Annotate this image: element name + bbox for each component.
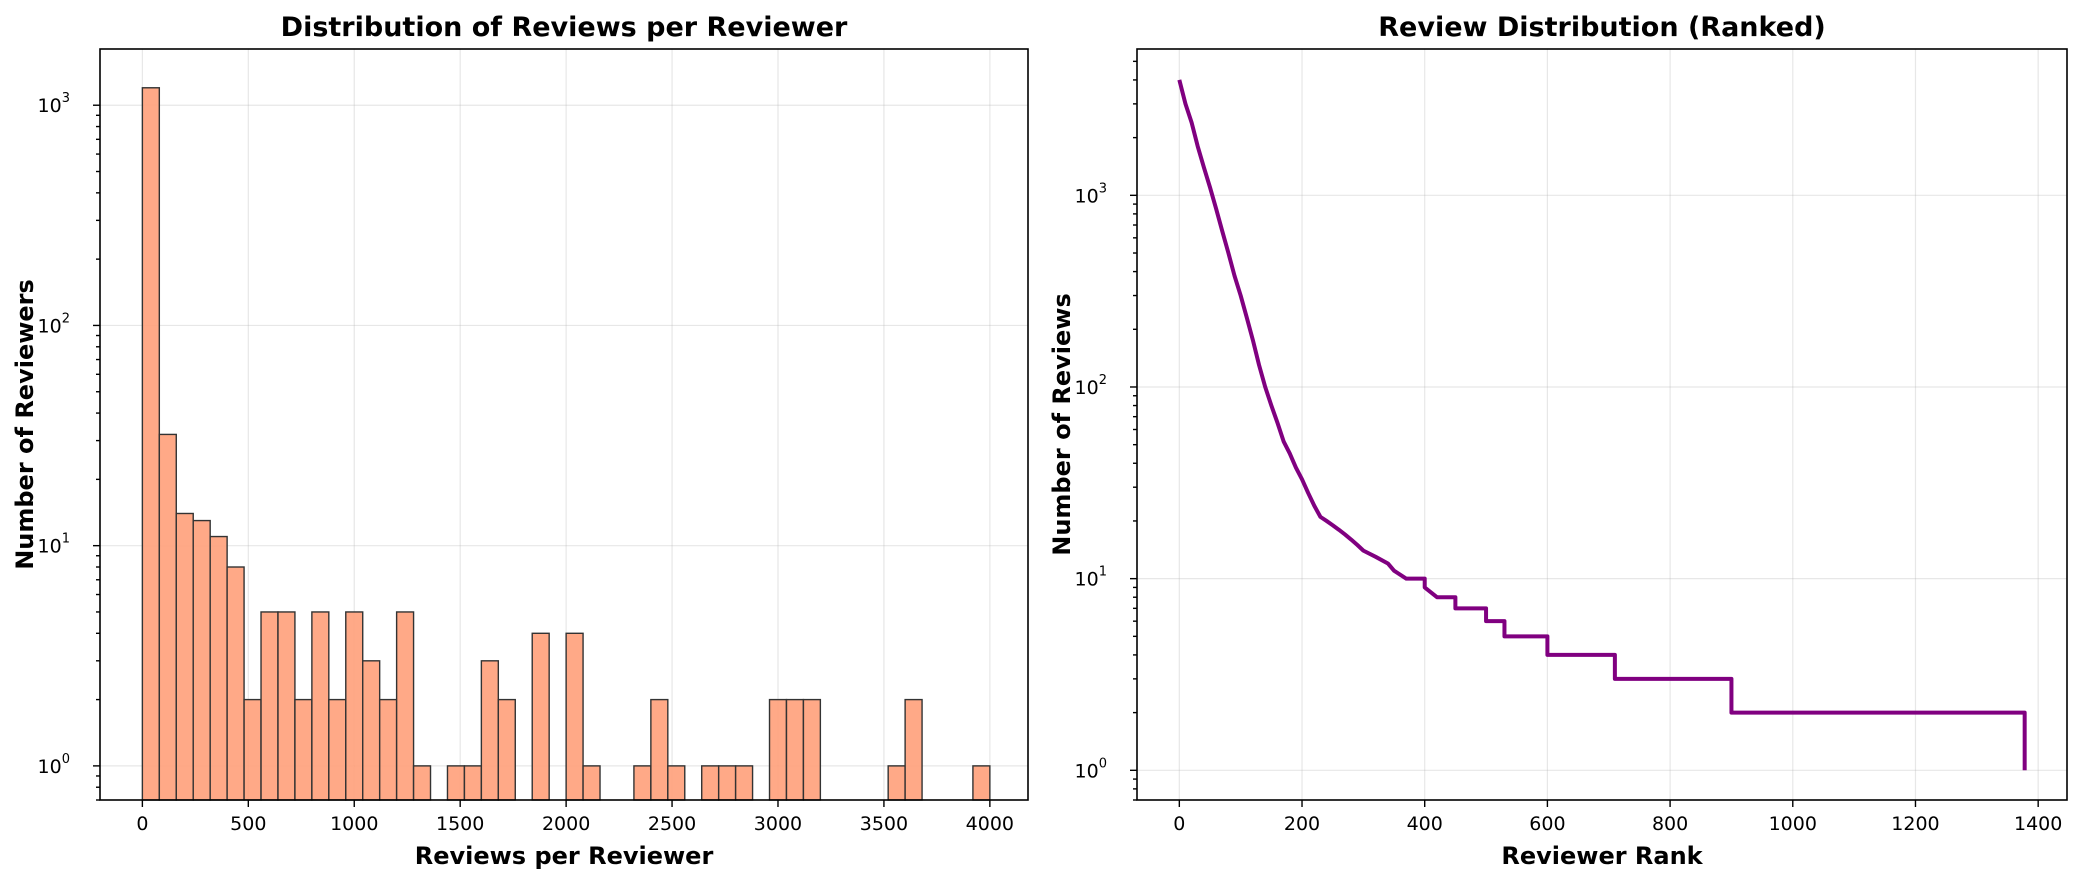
x-tick-label: 0	[1173, 813, 1185, 835]
x-tick-label: 1000	[1769, 813, 1817, 835]
y-tick-base: 10	[38, 536, 62, 558]
histogram-bar	[192, 519, 211, 801]
histogram-bar	[768, 698, 788, 801]
y-tick-base: 10	[38, 315, 62, 337]
histogram-bar	[904, 698, 923, 801]
histogram-bar	[141, 87, 161, 801]
y-tick-label: 103	[38, 91, 70, 117]
x-tick-label: 1000	[330, 813, 378, 835]
histogram-bar	[717, 765, 737, 801]
x-axis: 0 500 1000 1500 2000 2500 3000 3500 4000	[136, 800, 1014, 835]
y-tick-base: 10	[1075, 185, 1099, 207]
histogram-bar	[395, 611, 415, 801]
y-tick-label: 103	[1075, 181, 1107, 207]
y-tick-exponent: 3	[62, 91, 70, 106]
histogram-bar	[785, 698, 805, 801]
histogram-bar	[412, 765, 432, 801]
plot-frame	[1136, 48, 2068, 801]
histogram-bar	[480, 660, 500, 801]
y-tick-label: 102	[1075, 373, 1107, 399]
y-tick-exponent: 0	[1099, 756, 1107, 771]
histogram-bar	[243, 698, 262, 801]
histogram-bar	[175, 512, 194, 801]
x-tick-label: 800	[1652, 813, 1688, 835]
histogram-bar	[362, 660, 381, 801]
x-tick-label: 500	[230, 813, 266, 835]
ranked-line-panel: 0 200 400 600 800 1000 1200 1400100101102103Rev…	[1048, 12, 2068, 870]
x-tick-label: 1500	[436, 813, 484, 835]
histogram-bar	[701, 765, 720, 801]
y-tick-label: 100	[38, 752, 70, 778]
chart-title: Distribution of Reviews per Reviewer	[281, 12, 848, 43]
histogram-bar	[311, 611, 330, 801]
histogram-bar	[260, 611, 279, 801]
x-axis: 0 200 400 600 800 1000 1200 1400	[1173, 800, 2062, 835]
histogram-bar	[667, 765, 686, 801]
y-tick-base: 10	[38, 756, 62, 778]
x-axis-label: Reviews per Reviewer	[415, 842, 714, 870]
histogram-bar	[802, 698, 822, 801]
histogram-bar	[633, 765, 652, 801]
x-tick-label: 1200	[1891, 813, 1939, 835]
y-tick-exponent: 1	[62, 532, 70, 547]
histogram-bar	[650, 698, 669, 801]
y-tick-base: 10	[1075, 760, 1099, 782]
y-tick-base: 10	[1075, 569, 1099, 591]
histogram-bar	[446, 765, 466, 801]
y-tick-exponent: 2	[1099, 373, 1107, 388]
y-tick-label: 102	[38, 311, 70, 337]
y-axis-label: Number of Reviews	[1048, 293, 1076, 555]
chart-title: Review Distribution (Ranked)	[1378, 12, 1826, 43]
y-tick-base: 10	[1075, 377, 1099, 399]
histogram-bar	[345, 611, 364, 801]
y-tick-label: 101	[1075, 565, 1107, 591]
x-tick-label: 4000	[966, 813, 1014, 835]
x-tick-label: 3000	[754, 813, 802, 835]
histogram-bar	[531, 632, 550, 801]
histogram-bar	[887, 765, 906, 801]
plot-frame	[99, 48, 1029, 801]
x-tick-label: 2000	[542, 813, 590, 835]
histogram-bar	[328, 698, 347, 801]
y-tick-exponent: 3	[1099, 181, 1107, 196]
x-tick-label: 600	[1529, 813, 1565, 835]
grid	[1137, 49, 2067, 800]
y-tick-exponent: 0	[62, 752, 70, 767]
histogram-bar	[497, 698, 516, 801]
histogram-bar	[463, 765, 483, 801]
x-tick-label: 3500	[860, 813, 908, 835]
ranked-series-line	[1177, 79, 2027, 771]
histogram-panel: 0 500 1000 1500 2000 2500 3000 3500 400010010110…	[11, 12, 1029, 870]
histogram-bar	[972, 765, 991, 801]
histogram-bar	[294, 698, 313, 801]
histogram-bar	[734, 765, 754, 801]
x-tick-label: 400	[1407, 813, 1443, 835]
grid	[100, 49, 1028, 800]
y-tick-exponent: 2	[62, 311, 70, 326]
histogram-bar	[277, 611, 296, 801]
histogram-bar	[209, 535, 228, 801]
histogram-bar	[565, 632, 584, 801]
histogram-bar	[226, 566, 245, 801]
y-tick-label: 100	[1075, 756, 1107, 782]
x-tick-label: 2500	[648, 813, 696, 835]
y-axis-label: Number of Reviewers	[11, 279, 39, 570]
x-tick-label: 1400	[2014, 813, 2062, 835]
y-tick-label: 101	[38, 532, 70, 558]
y-tick-exponent: 1	[1099, 565, 1107, 580]
histogram-bar	[158, 433, 177, 801]
x-tick-label: 0	[136, 813, 148, 835]
x-tick-label: 200	[1284, 813, 1320, 835]
y-tick-base: 10	[38, 95, 62, 117]
x-axis-label: Reviewer Rank	[1501, 842, 1703, 870]
histogram-bar	[582, 765, 601, 801]
histogram-bar	[378, 698, 398, 801]
bars	[141, 87, 991, 801]
